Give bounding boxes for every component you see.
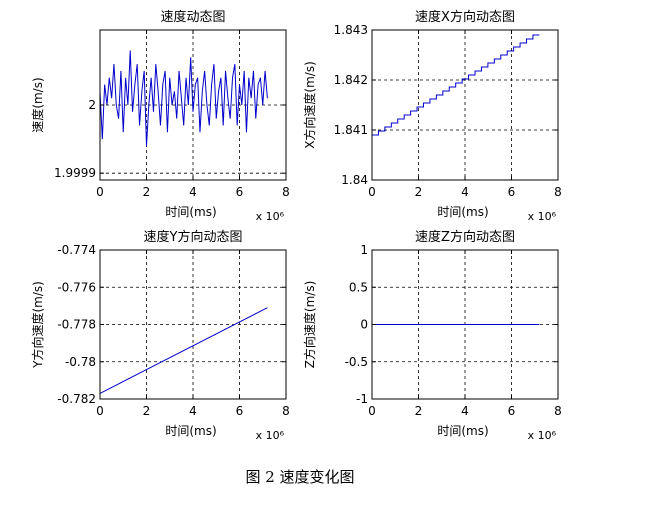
x-tick-label: 0 bbox=[368, 404, 376, 418]
x-tick-label: 4 bbox=[189, 404, 197, 418]
x-axis-label: 时间(ms) bbox=[165, 424, 216, 438]
y-tick-label: -0.782 bbox=[57, 392, 96, 406]
x-tick-label: 4 bbox=[461, 185, 469, 199]
x-tick-label: 2 bbox=[415, 185, 423, 199]
x-tick-label: 6 bbox=[236, 404, 244, 418]
data-line-1 bbox=[99, 307, 268, 394]
x-tick-label: 0 bbox=[96, 185, 104, 199]
figure-caption: 图 2 速度变化图 bbox=[245, 468, 355, 486]
x-tick-label: 8 bbox=[554, 185, 562, 199]
x-axis-label: 时间(ms) bbox=[437, 205, 488, 219]
x-tick-label: 2 bbox=[143, 185, 151, 199]
y-tick-label: 2 bbox=[88, 98, 96, 112]
y-axis-label: Y方向速度(m/s) bbox=[30, 281, 45, 369]
x-tick-label: 8 bbox=[282, 404, 290, 418]
y-tick-label: 1 bbox=[360, 243, 368, 257]
y-tick-label: -0.778 bbox=[57, 318, 96, 332]
y-tick-label: -0.5 bbox=[345, 355, 368, 369]
x-tick-label: 0 bbox=[368, 185, 376, 199]
y-axis-label: X方向速度(m/s) bbox=[302, 61, 317, 149]
y-tick-label: 0 bbox=[360, 318, 368, 332]
y-tick-label: -0.78 bbox=[65, 355, 96, 369]
x-axis-multiplier: x 10⁶ bbox=[256, 210, 285, 223]
x-tick-label: 0 bbox=[96, 404, 104, 418]
data-line-1 bbox=[372, 34, 540, 136]
x-tick-label: 4 bbox=[189, 185, 197, 199]
chart-title: 速度动态图 bbox=[160, 9, 225, 25]
y-tick-label: 1.842 bbox=[334, 73, 368, 87]
x-tick-label: 8 bbox=[554, 404, 562, 418]
x-tick-label: 6 bbox=[508, 404, 516, 418]
chart-title: 速度X方向动态图 bbox=[415, 9, 515, 25]
y-tick-label: 1.9999 bbox=[54, 166, 96, 180]
y-tick-label: -0.774 bbox=[57, 243, 96, 257]
chart-title: 速度Y方向动态图 bbox=[144, 229, 243, 245]
y-tick-label: 1.841 bbox=[334, 123, 368, 137]
x-axis-label: 时间(ms) bbox=[165, 205, 216, 219]
x-tick-label: 2 bbox=[415, 404, 423, 418]
subplot-3: 0 2 4 6 8 -0.782 -0.78 -0.778 -0.776 -0.774 速度Y方向动… bbox=[30, 229, 290, 442]
x-axis-multiplier: x 10⁶ bbox=[256, 429, 285, 442]
x-tick-label: 4 bbox=[461, 404, 469, 418]
y-tick-label: 1.843 bbox=[334, 23, 368, 37]
chart-title: 速度Z方向动态图 bbox=[415, 229, 515, 245]
data-line-1 bbox=[99, 50, 268, 146]
y-tick-label: 1.84 bbox=[341, 173, 368, 187]
y-axis-label: 速度(m/s) bbox=[30, 77, 45, 132]
y-axis-label: Z方向速度(m/s) bbox=[302, 281, 317, 369]
y-tick-label: -0.776 bbox=[57, 280, 96, 294]
x-tick-label: 8 bbox=[282, 185, 290, 199]
x-axis-label: 时间(ms) bbox=[437, 424, 488, 438]
x-axis-multiplier: x 10⁶ bbox=[528, 429, 557, 442]
x-tick-label: 6 bbox=[508, 185, 516, 199]
x-axis-multiplier: x 10⁶ bbox=[528, 210, 557, 223]
y-tick-label: -1 bbox=[356, 392, 368, 406]
x-tick-label: 6 bbox=[236, 185, 244, 199]
x-tick-label: 2 bbox=[143, 404, 151, 418]
y-tick-label: 0.5 bbox=[349, 280, 368, 294]
